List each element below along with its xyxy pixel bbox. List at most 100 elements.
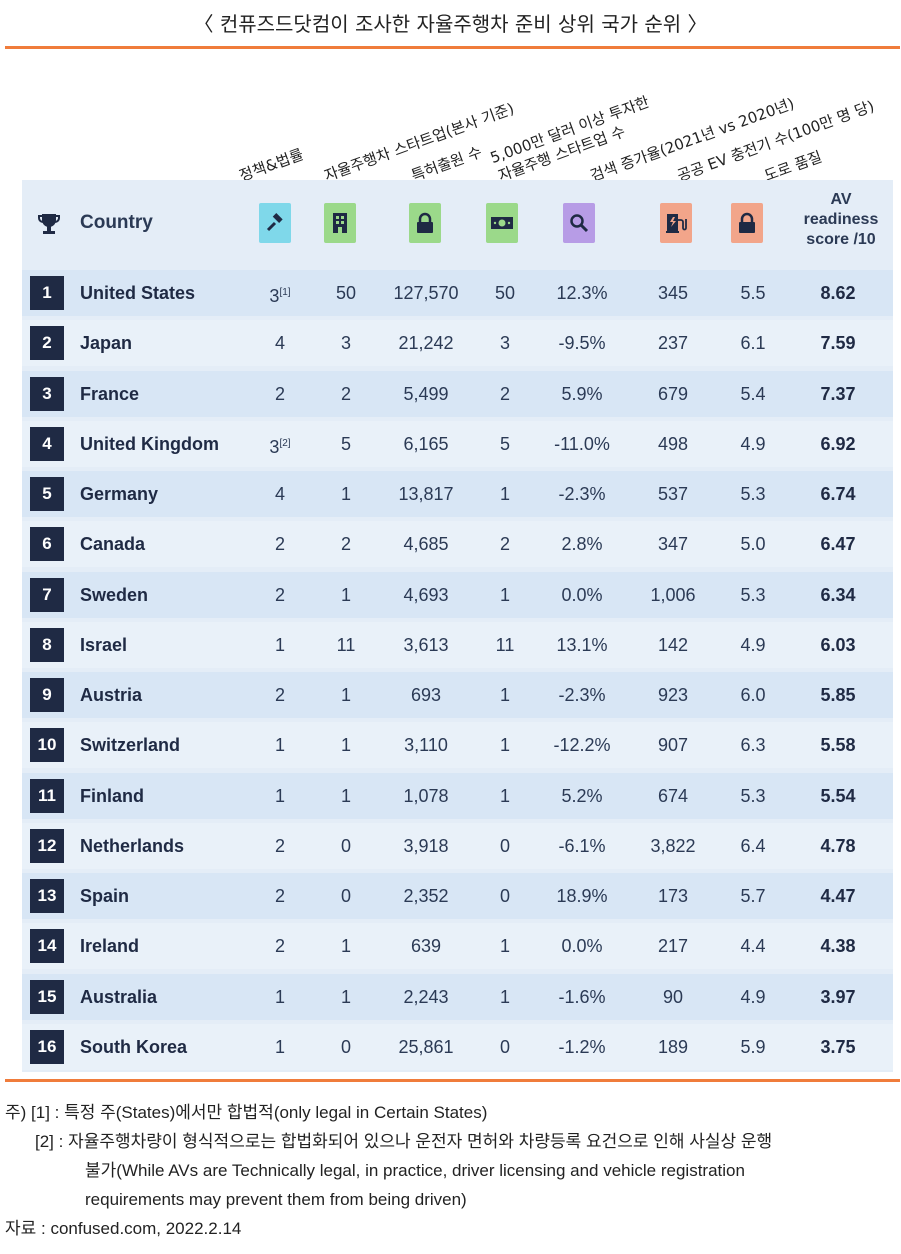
cell-search: 2.8% (561, 534, 603, 555)
cell-policy-value: 2 (274, 835, 285, 856)
cell-invest: 1 (499, 484, 510, 504)
country-name: Austria (80, 685, 143, 705)
footnote-marker: [1] (279, 287, 291, 298)
rank-badge: 11 (30, 778, 64, 813)
cell-policy: 1 (234, 974, 326, 1020)
cell-invest: 3 (499, 333, 510, 354)
country-name: Israel (80, 634, 128, 655)
footnote-marker: [2] (279, 437, 291, 449)
rank-badge: 1 (30, 276, 64, 310)
cell-policy: 2 (234, 873, 326, 919)
trophy-icon (38, 212, 60, 236)
cell-score: 6.47 (820, 534, 856, 555)
footnote-2-line2: 불가(While AVs are Technically legal, in p… (85, 1161, 745, 1180)
cell-patents: 693 (410, 685, 442, 705)
cell-search: 18.9% (556, 886, 608, 906)
cell-invest: 1 (499, 986, 510, 1007)
building-icon (324, 203, 356, 243)
cell-invest: 1 (499, 785, 510, 806)
cell-policy-value: 4 (274, 333, 285, 354)
cell-patents: 4,693 (403, 584, 449, 605)
rank-badge: 6 (30, 527, 64, 562)
cell-startups: 5 (340, 433, 351, 454)
page-title: 〈 컨퓨즈드닷컴이 조사한 자율주행차 준비 상위 국가 순위 〉 (193, 12, 708, 36)
cell-road: 5.7 (740, 886, 766, 906)
table-row: 15 Australia 1 1 2,243 1 -1.6% 90 4.9 3.97 (22, 973, 893, 1020)
cell-search: 5.2% (561, 785, 603, 806)
cell-road: 6.3 (740, 735, 766, 756)
cell-patents: 2,243 (403, 986, 449, 1007)
cell-ev: 142 (657, 634, 689, 655)
cell-patents: 25,861 (398, 1036, 454, 1057)
cell-startups: 1 (340, 785, 351, 806)
cell-policy-value: 1 (274, 986, 285, 1007)
country-name: France (80, 383, 140, 404)
cell-invest: 0 (499, 835, 510, 856)
cell-score: 3.97 (820, 986, 856, 1007)
cell-ev: 679 (657, 383, 689, 404)
cell-invest: 2 (499, 383, 510, 404)
cell-ev: 90 (662, 986, 684, 1007)
rank-badge: 13 (30, 879, 64, 913)
table-row: 5 Germany 4 1 13,817 1 -2.3% 537 5.3 6.74 (22, 471, 893, 517)
cell-ev: 537 (657, 484, 689, 504)
cell-startups: 1 (340, 986, 351, 1007)
rank-badge: 2 (30, 326, 64, 361)
cell-score: 4.38 (820, 936, 856, 957)
cell-score: 6.03 (820, 634, 856, 655)
cell-startups: 1 (340, 735, 351, 756)
cell-ev: 1,006 (650, 584, 696, 605)
ev-charger-icon (660, 203, 692, 243)
cell-patents: 127,570 (393, 283, 459, 303)
cell-policy: 2 (234, 823, 326, 869)
table-row: 12 Netherlands 2 0 3,918 0 -6.1% 3,822 6.4 4.78 (22, 822, 893, 869)
cell-invest: 11 (495, 634, 515, 655)
rank-badge: 12 (30, 828, 64, 863)
cell-policy-value: 2 (274, 584, 285, 605)
cell-ev: 923 (657, 685, 689, 705)
cell-policy: 2 (234, 672, 326, 718)
cell-policy-value: 2 (274, 685, 285, 705)
table-row: 13 Spain 2 0 2,352 0 18.9% 173 5.7 4.47 (22, 873, 893, 919)
table-row: 9 Austria 2 1 693 1 -2.3% 923 6.0 5.85 (22, 672, 893, 718)
cell-policy: 2 (234, 521, 326, 567)
cell-policy-value: 1 (274, 785, 285, 806)
cell-road: 6.1 (740, 333, 766, 354)
col-header-score: AV readiness score /10 (788, 190, 894, 250)
cell-patents: 3,613 (403, 634, 449, 655)
cell-ev: 3,822 (650, 835, 696, 856)
cell-ev: 237 (657, 333, 689, 354)
cell-policy-value: 2 (274, 886, 285, 906)
cell-policy-value: 1 (274, 735, 285, 756)
cell-patents: 639 (410, 936, 442, 957)
col-header-score-line3: score /10 (806, 231, 876, 248)
cell-invest: 2 (499, 534, 510, 555)
table-row: 2 Japan 4 3 21,242 3 -9.5% 237 6.1 7.59 (22, 320, 893, 367)
cell-score: 8.62 (820, 283, 856, 303)
country-name: United States (80, 283, 196, 303)
lock-icon (731, 203, 763, 243)
table-row: 7 Sweden 2 1 4,693 1 0.0% 1,006 5.3 6.34 (22, 571, 893, 618)
country-name: Spain (80, 886, 130, 906)
cell-policy: 2 (234, 923, 326, 969)
rank-badge: 9 (30, 678, 64, 712)
cell-score: 6.92 (820, 433, 856, 454)
cell-policy: 4 (234, 320, 326, 366)
cell-startups: 0 (340, 835, 351, 856)
cell-patents: 3,918 (403, 835, 449, 856)
cell-patents: 2,352 (403, 886, 449, 906)
lock-icon (409, 203, 441, 243)
cell-policy: 4 (234, 471, 326, 517)
cell-search: -1.6% (558, 986, 606, 1007)
cell-ev: 345 (657, 283, 689, 303)
cell-patents: 21,242 (398, 333, 454, 354)
cell-policy-value: 3 (269, 286, 280, 306)
cell-policy: 3[2] (234, 421, 326, 467)
country-name: South Korea (80, 1036, 188, 1057)
cell-startups: 50 (335, 283, 357, 303)
cell-score: 5.58 (820, 735, 856, 756)
col-header-country: Country (80, 212, 153, 233)
table-row: 16 South Korea 1 0 25,861 0 -1.2% 189 5.9 3.75 (22, 1023, 893, 1070)
cell-search: 0.0% (561, 584, 603, 605)
cell-search: -6.1% (558, 835, 606, 856)
